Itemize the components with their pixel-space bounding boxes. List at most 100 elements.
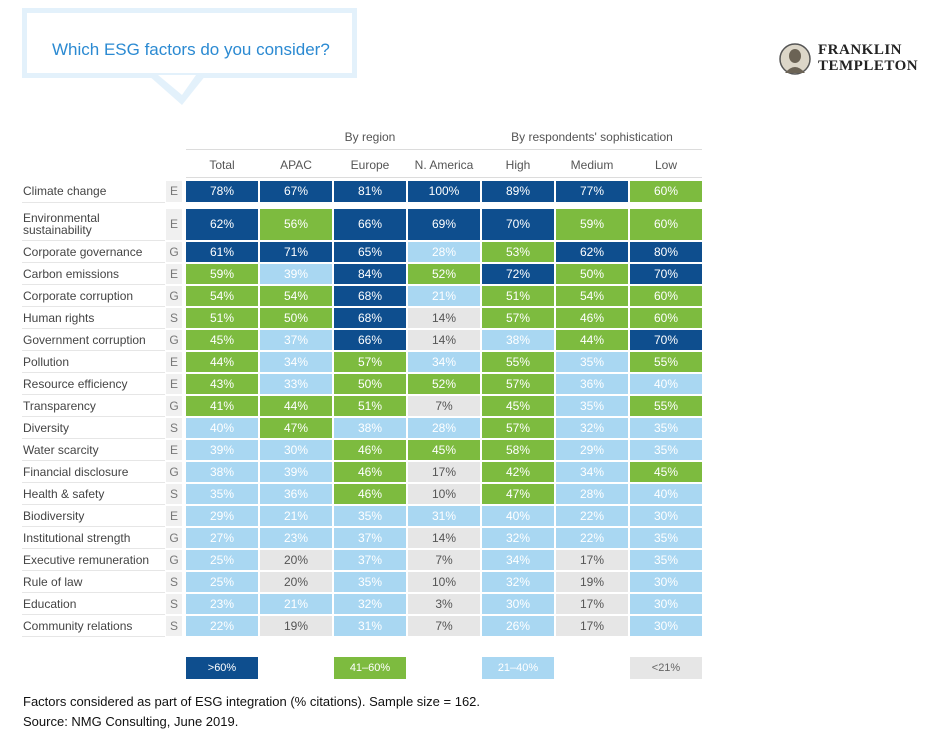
data-cell: 54% [186,286,258,306]
data-cell: 35% [630,440,702,460]
coin-portrait-icon [779,43,811,75]
data-cell: 35% [556,352,628,372]
row-label: Carbon emissions [23,267,120,281]
bubble-tail-icon [148,75,206,105]
data-cell: 25% [186,572,258,592]
footnote-source: Source: NMG Consulting, June 2019. [23,714,239,729]
data-cell: 17% [556,550,628,570]
data-cell: 21% [408,286,480,306]
row-separator [22,262,165,263]
data-cell: 28% [408,418,480,438]
row-label: Health & safety [23,487,105,501]
data-cell: 25% [186,550,258,570]
data-cell: 31% [408,506,480,526]
data-cell: 34% [260,352,332,372]
data-cell: 60% [630,209,702,240]
data-cell: 30% [630,506,702,526]
data-cell: 55% [482,352,554,372]
column-header: High [505,158,531,172]
column-header: APAC [280,158,312,172]
category-badge: G [166,396,182,416]
category-badge: E [166,440,182,460]
data-cell: 36% [556,374,628,394]
data-cell: 32% [482,528,554,548]
data-cell: 23% [260,528,332,548]
category-badge: G [166,528,182,548]
column-header: Europe [350,158,390,172]
data-cell: 55% [630,396,702,416]
data-cell: 37% [334,528,406,548]
data-cell: 60% [630,286,702,306]
data-cell: 20% [260,572,332,592]
data-cell: 34% [482,550,554,570]
data-cell: 71% [260,242,332,262]
data-cell: 30% [482,594,554,614]
row-label: Environmental sustainability [23,211,100,237]
data-cell: 30% [630,572,702,592]
data-cell: 35% [186,484,258,504]
category-badge: S [166,572,182,592]
data-cell: 17% [556,594,628,614]
data-cell: 34% [556,462,628,482]
data-cell: 81% [334,181,406,202]
logo-line-2: TEMPLETON [818,58,919,74]
data-cell: 28% [556,484,628,504]
data-cell: 50% [556,264,628,284]
data-cell: 70% [630,330,702,350]
row-label: Executive remuneration [23,553,150,567]
data-cell: 30% [260,440,332,460]
data-cell: 62% [186,209,258,240]
data-cell: 46% [334,484,406,504]
data-cell: 78% [186,181,258,202]
row-separator [22,438,165,439]
row-separator [22,284,165,285]
category-badge: S [166,484,182,504]
row-separator [22,306,165,307]
data-cell: 40% [482,506,554,526]
row-label: Resource efficiency [23,377,128,391]
category-badge: S [166,308,182,328]
category-badge: E [166,374,182,394]
row-separator [22,460,165,461]
data-cell: 47% [260,418,332,438]
category-badge: G [166,242,182,262]
row-label: Rule of law [23,575,83,589]
column-header: N. America [414,158,474,172]
row-separator [22,526,165,527]
data-cell: 44% [556,330,628,350]
data-cell: 10% [408,572,480,592]
data-cell: 30% [630,616,702,636]
data-cell: 57% [482,308,554,328]
data-cell: 45% [408,440,480,460]
data-cell: 29% [186,506,258,526]
data-cell: 14% [408,308,480,328]
data-cell: 44% [260,396,332,416]
data-cell: 69% [408,209,480,240]
data-cell: 53% [482,242,554,262]
data-cell: 7% [408,396,480,416]
data-cell: 23% [186,594,258,614]
data-cell: 70% [630,264,702,284]
data-cell: 57% [482,374,554,394]
data-cell: 51% [334,396,406,416]
column-header: Low [654,158,677,172]
data-cell: 34% [408,352,480,372]
column-header-line [186,177,702,178]
data-cell: 38% [186,462,258,482]
data-cell: 84% [334,264,406,284]
category-badge: S [166,418,182,438]
data-cell: 58% [482,440,554,460]
data-cell: 46% [334,462,406,482]
data-cell: 38% [482,330,554,350]
data-cell: 22% [556,528,628,548]
data-cell: 20% [260,550,332,570]
category-badge: E [166,352,182,372]
data-cell: 27% [186,528,258,548]
group-header-region: By region [344,130,396,144]
data-cell: 35% [556,396,628,416]
data-cell: 47% [482,484,554,504]
group-header-line [186,149,702,150]
row-separator [22,636,165,637]
data-cell: 40% [630,484,702,504]
question-bubble: Which ESG factors do you consider? [22,8,357,78]
